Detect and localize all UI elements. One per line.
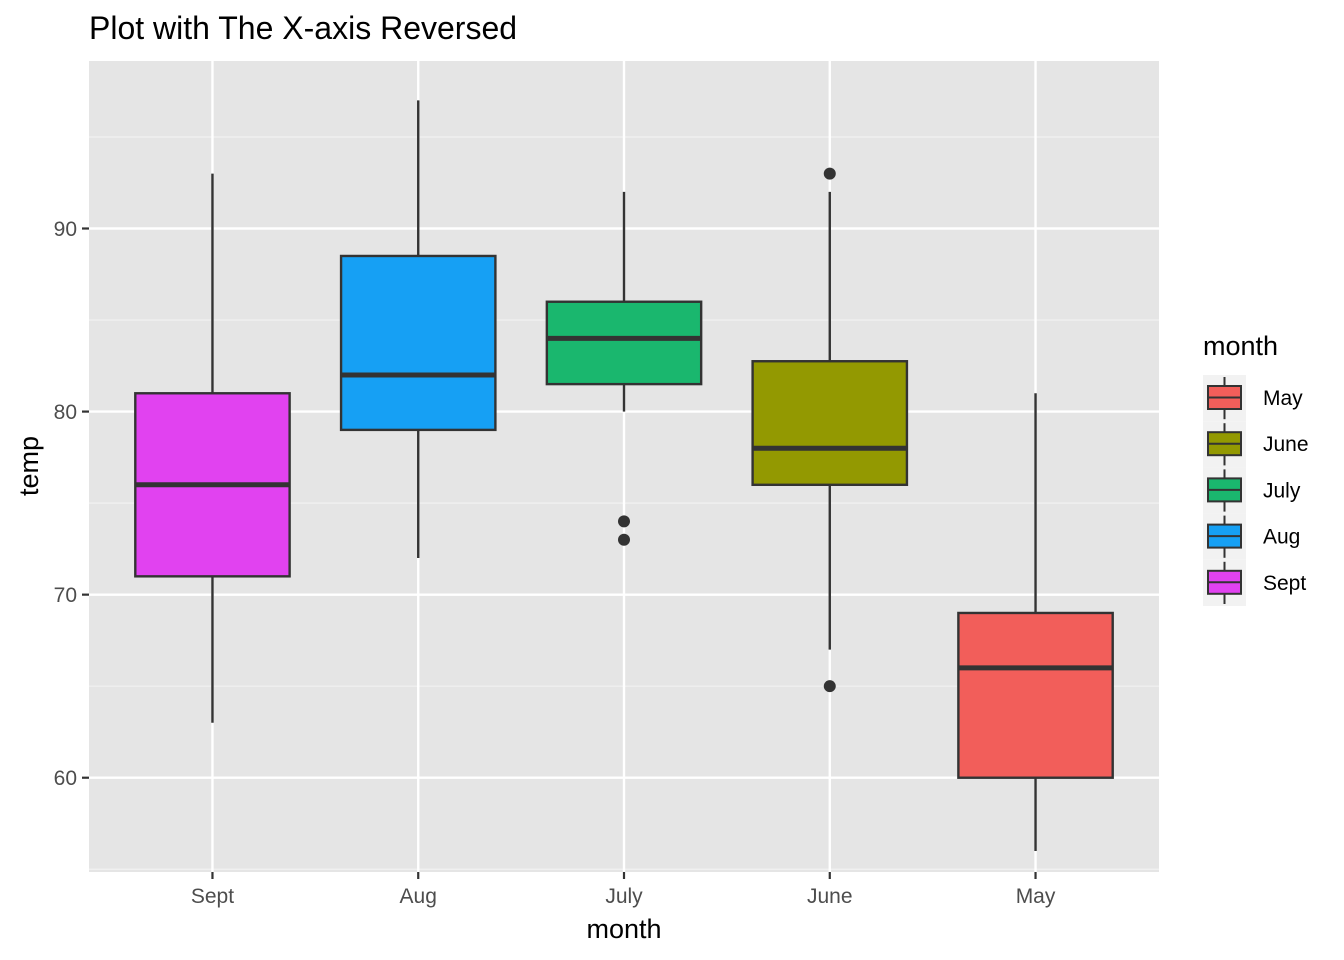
box-sept <box>134 173 291 723</box>
box-series <box>134 100 1114 851</box>
y-tick-label: 80 <box>54 401 77 424</box>
y-tick-label: 70 <box>54 584 77 607</box>
box-iqr <box>957 611 1114 779</box>
legend-label: July <box>1263 479 1301 502</box>
x-tick-label: Aug <box>400 885 437 908</box>
outlier-point <box>618 515 630 528</box>
legend-label: May <box>1263 387 1303 410</box>
y-axis-title: temp <box>14 436 44 496</box>
legend: month May June July Aug Sept <box>1203 331 1309 606</box>
legend-label: June <box>1263 433 1309 456</box>
x-tick-label: July <box>605 885 643 908</box>
legend-item-aug: Aug <box>1203 513 1300 560</box>
x-axis-title: month <box>586 914 661 944</box>
box-july <box>545 191 703 546</box>
legend-entries: May June July Aug Sept <box>1203 375 1309 606</box>
y-axis: 60 70 80 90 <box>54 218 89 790</box>
x-tick-label: June <box>807 885 853 908</box>
box-june <box>751 167 909 693</box>
y-tick-label: 60 <box>54 767 77 790</box>
x-axis: Sept Aug July June May <box>191 872 1056 908</box>
legend-item-july: July <box>1203 467 1301 514</box>
box-iqr <box>339 254 497 432</box>
outlier-point <box>618 533 630 546</box>
y-tick-label: 90 <box>54 218 77 241</box>
box-iqr <box>545 300 703 386</box>
legend-item-june: June <box>1203 421 1309 468</box>
legend-item-sept: Sept <box>1203 559 1306 606</box>
box-aug <box>339 100 497 559</box>
legend-title: month <box>1203 331 1278 361</box>
legend-label: Aug <box>1263 526 1300 549</box>
box-iqr <box>751 360 909 487</box>
legend-label: Sept <box>1263 572 1306 595</box>
outlier-point <box>823 680 836 693</box>
legend-item-may: May <box>1203 375 1303 422</box>
box-may <box>957 393 1114 851</box>
x-tick-label: Sept <box>191 885 234 908</box>
chart-title: Plot with The X-axis Reversed <box>89 10 517 46</box>
x-tick-label: May <box>1016 885 1056 908</box>
outlier-point <box>823 167 836 180</box>
